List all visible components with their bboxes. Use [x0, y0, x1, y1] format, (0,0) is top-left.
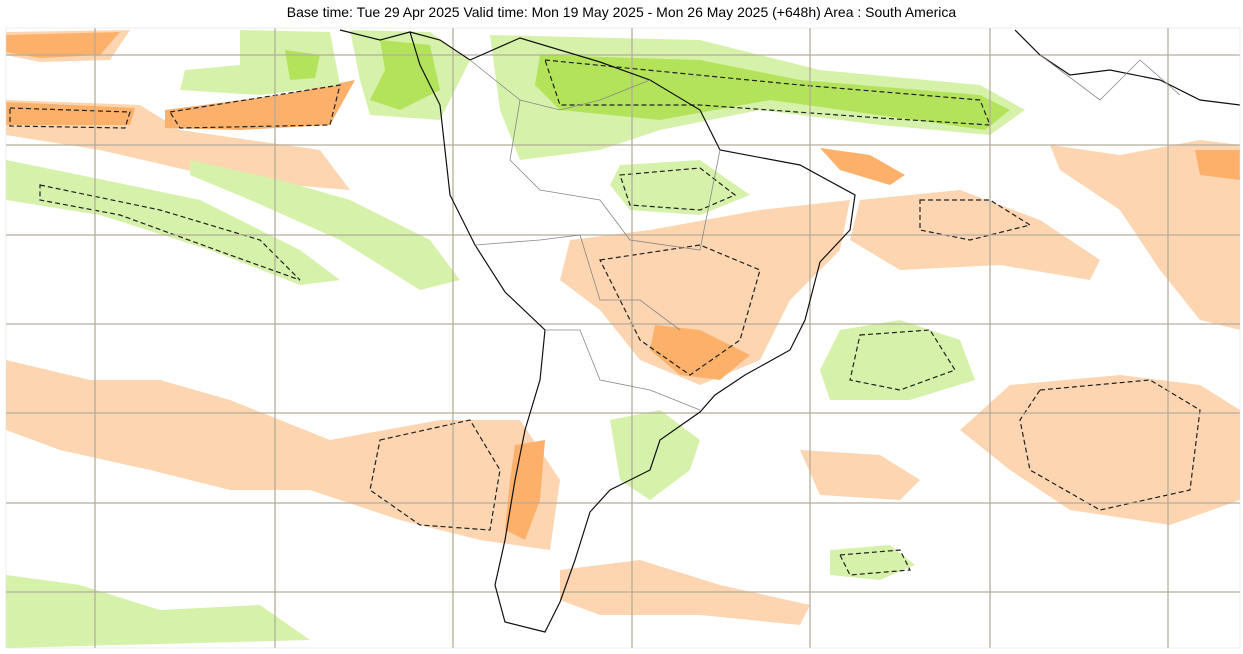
positive-anomaly-area: [610, 160, 750, 215]
strong-negative-anomaly-area: [505, 440, 545, 540]
positive-anomaly-area: [820, 320, 975, 400]
strong-negative-anomaly-area: [820, 148, 905, 185]
strong-negative-anomaly-area: [1195, 150, 1240, 180]
strong-positive-anomaly-area: [285, 50, 320, 80]
positive-anomaly-area: [6, 575, 310, 648]
negative-anomaly-area: [6, 360, 560, 550]
negative-anomaly-area: [800, 450, 920, 500]
contour: [599, 244, 761, 376]
coastlines: [339, 29, 1241, 633]
strong-negative-anomaly-area: [6, 32, 120, 58]
south-america-coast: [409, 31, 856, 633]
graticule: [6, 28, 1240, 648]
contour: [1019, 379, 1201, 511]
map-frame: [5, 27, 1241, 649]
strong-negative-anomaly-area: [6, 80, 355, 130]
anomaly-shading: [6, 30, 1240, 648]
strong-positive-anomaly-area: [535, 55, 1010, 130]
contour: [839, 549, 911, 576]
contour: [619, 167, 737, 211]
strong-positive-anomaly-area: [370, 40, 440, 110]
map-title: Base time: Tue 29 Apr 2025 Valid time: M…: [286, 4, 957, 20]
africa-coast: [1014, 29, 1241, 106]
positive-anomaly-area: [6, 160, 340, 285]
positive-anomaly-area: [830, 545, 915, 580]
strong-negative-anomaly-area: [650, 325, 750, 380]
contour: [39, 184, 301, 281]
anomaly-contours: [9, 59, 1201, 576]
contour: [369, 419, 501, 531]
central-america-coast: [339, 29, 411, 41]
contour: [849, 329, 956, 391]
contour: [919, 199, 1032, 241]
country-borders: [469, 54, 1181, 411]
positive-anomaly-area: [190, 160, 460, 290]
contour: [9, 107, 131, 129]
contour: [169, 84, 341, 129]
